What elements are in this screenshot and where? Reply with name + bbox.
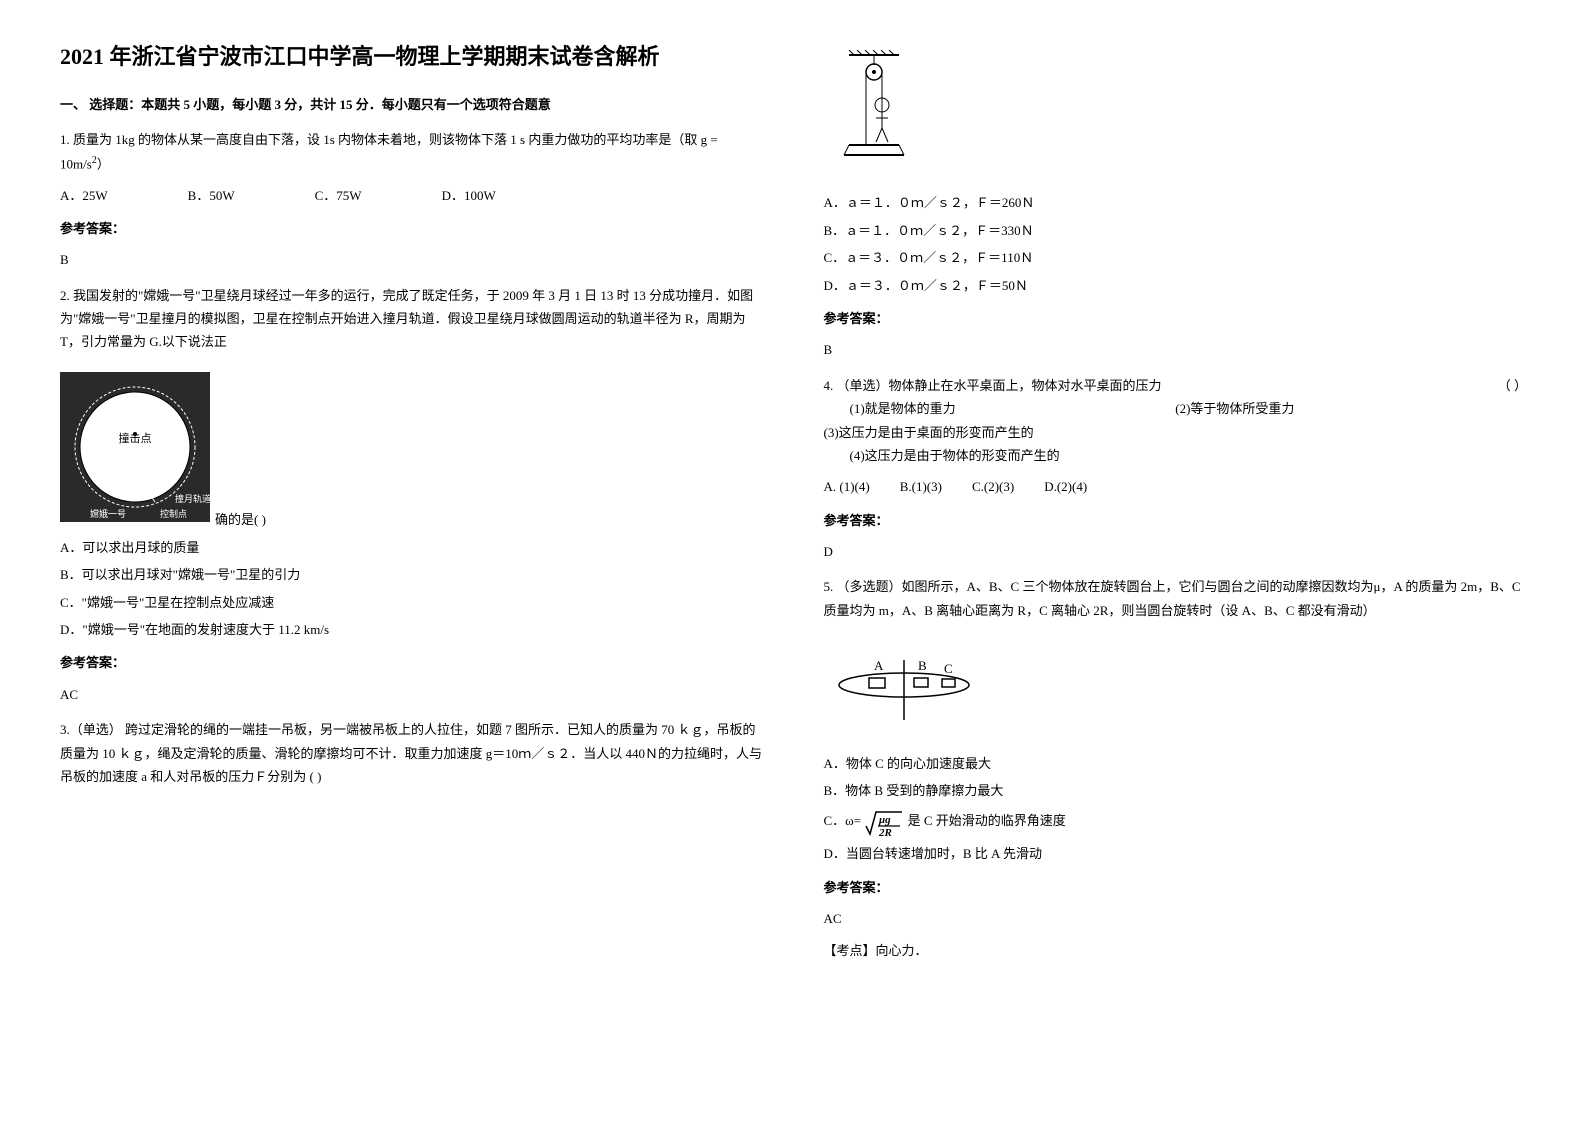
q2-opt-c: C．"嫦娥一号"卫星在控制点处应减速: [60, 591, 764, 614]
q3-answer-label: 参考答案：: [824, 307, 1528, 330]
q1-opt-a: A．25W: [60, 184, 108, 207]
q1-text-end: ）: [97, 156, 110, 171]
q5-opt-d: D．当圆台转速增加时，B 比 A 先滑动: [824, 842, 1528, 865]
q1-answer-label: 参考答案：: [60, 217, 764, 240]
section-header: 一、 选择题：本题共 5 小题，每小题 3 分，共计 15 分．每小题只有一个选…: [60, 93, 764, 116]
q5-opt-a: A．物体 C 的向心加速度最大: [824, 752, 1528, 775]
q1-answer: B: [60, 248, 764, 271]
q5-answer-label: 参考答案：: [824, 876, 1528, 899]
q4-opt-d: D.(2)(4): [1044, 475, 1087, 498]
q3-text: 3.（单选） 跨过定滑轮的绳的一端挂一吊板，另一端被吊板上的人拉住，如题 7 图…: [60, 718, 764, 788]
q4-text-start: 4. （单选）物体静止在水平桌面上，物体对水平桌面的压力: [824, 374, 1162, 397]
q5-opt-b: B．物体 B 受到的静摩擦力最大: [824, 779, 1528, 802]
question-4: 4. （单选）物体静止在水平桌面上，物体对水平桌面的压力 （ ） (1)就是物体…: [824, 374, 1528, 564]
turntable-label-a: A: [874, 658, 884, 673]
turntable-label-c: C: [944, 661, 953, 676]
q1-opt-b: B．50W: [188, 184, 235, 207]
sqrt-formula-icon: μg 2R: [864, 806, 904, 838]
q1-text: 1. 质量为 1kg 的物体从某一高度自由下落，设 1s 内物体未着地，则该物体…: [60, 128, 764, 175]
q1-options: A．25W B．50W C．75W D．100W: [60, 184, 764, 207]
diagram-satellite-label: 嫦娥一号: [90, 508, 126, 519]
q3-opt-a: A．ａ＝１．０ｍ／ｓ２，Ｆ＝260Ｎ: [824, 191, 1528, 214]
q2-diagram-wrapper: 撞击点 撞月轨道 控制点 嫦娥一号 确的是( ): [60, 362, 764, 532]
q4-opt-c: C.(2)(3): [972, 475, 1014, 498]
moon-orbit-diagram: 撞击点 撞月轨道 控制点 嫦娥一号: [60, 372, 210, 522]
q2-opt-b: B．可以求出月球对"嫦娥一号"卫星的引力: [60, 563, 764, 586]
q3-opt-b: B．ａ＝１．０ｍ／ｓ２，Ｆ＝330Ｎ: [824, 219, 1528, 242]
question-2: 2. 我国发射的"嫦娥一号"卫星绕月球经过一年多的运行，完成了既定任务，于 20…: [60, 284, 764, 707]
q4-text-end: （ ）: [1498, 374, 1527, 397]
question-3: 3.（单选） 跨过定滑轮的绳的一端挂一吊板，另一端被吊板上的人拉住，如题 7 图…: [60, 718, 764, 788]
svg-text:μg: μg: [878, 814, 891, 826]
q2-answer: AC: [60, 683, 764, 706]
left-column: 2021 年浙江省宁波市江口中学高一物理上学期期末试卷含解析 一、 选择题：本题…: [60, 40, 764, 974]
q1-opt-c: C．75W: [315, 184, 362, 207]
q4-text-row: 4. （单选）物体静止在水平桌面上，物体对水平桌面的压力 （ ）: [824, 374, 1528, 397]
svg-text:2R: 2R: [878, 827, 892, 838]
page-title: 2021 年浙江省宁波市江口中学高一物理上学期期末试卷含解析: [60, 40, 764, 73]
q5-note: 【考点】向心力．: [824, 939, 1528, 962]
q4-sub4: (4)这压力是由于物体的形变而产生的: [824, 444, 1528, 467]
q5-opt-c: C．ω= μg 2R 是 C 开始滑动的临界角速度: [824, 806, 1528, 838]
q2-opt-d: D．"嫦娥一号"在地面的发射速度大于 11.2 km/s: [60, 618, 764, 641]
q4-sub1: (1)就是物体的重力: [824, 397, 1176, 420]
q3-opt-c: C．ａ＝３．０ｍ／ｓ２，Ｆ＝110Ｎ: [824, 246, 1528, 269]
q3-opt-d: D．ａ＝３．０ｍ／ｓ２，Ｆ＝50Ｎ: [824, 274, 1528, 297]
question-1: 1. 质量为 1kg 的物体从某一高度自由下落，设 1s 内物体未着地，则该物体…: [60, 128, 764, 271]
q5-opt-c-suffix: 是 C 开始滑动的临界角速度: [908, 813, 1066, 828]
q3-answer: B: [824, 338, 1528, 361]
q4-opt-a: A. (1)(4): [824, 475, 870, 498]
q1-opt-d: D．100W: [442, 184, 496, 207]
q5-answer: AC: [824, 907, 1528, 930]
q4-answer-label: 参考答案：: [824, 509, 1528, 532]
turntable-label-b: B: [918, 658, 927, 673]
diagram-control-label: 控制点: [160, 508, 187, 519]
q4-sub-row1: (1)就是物体的重力 (2)等于物体所受重力: [824, 397, 1528, 420]
q4-answer: D: [824, 540, 1528, 563]
q5-opt-c-prefix: C．ω=: [824, 813, 862, 828]
q4-sub2: (2)等于物体所受重力: [1175, 397, 1527, 420]
pulley-diagram: [824, 50, 924, 170]
q2-text-end: 确的是( ): [215, 508, 266, 531]
q2-answer-label: 参考答案：: [60, 651, 764, 674]
q2-opt-a: A．可以求出月球的质量: [60, 536, 764, 559]
q5-text: 5. （多选题）如图所示，A、B、C 三个物体放在旋转圆台上，它们与圆台之间的动…: [824, 575, 1528, 622]
diagram-orbit-label: 撞月轨道: [175, 493, 210, 504]
right-column: A．ａ＝１．０ｍ／ｓ２，Ｆ＝260Ｎ B．ａ＝１．０ｍ／ｓ２，Ｆ＝330Ｎ C．…: [824, 40, 1528, 974]
q4-options: A. (1)(4) B.(1)(3) C.(2)(3) D.(2)(4): [824, 475, 1528, 498]
q2-text: 2. 我国发射的"嫦娥一号"卫星绕月球经过一年多的运行，完成了既定任务，于 20…: [60, 284, 764, 354]
q4-opt-b: B.(1)(3): [900, 475, 942, 498]
question-5: 5. （多选题）如图所示，A、B、C 三个物体放在旋转圆台上，它们与圆台之间的动…: [824, 575, 1528, 962]
q1-text-main: 1. 质量为 1kg 的物体从某一高度自由下落，设 1s 内物体未着地，则该物体…: [60, 132, 718, 171]
q4-sub3: (3)这压力是由于桌面的形变而产生的: [824, 421, 1528, 444]
turntable-diagram: A B C: [824, 640, 984, 730]
